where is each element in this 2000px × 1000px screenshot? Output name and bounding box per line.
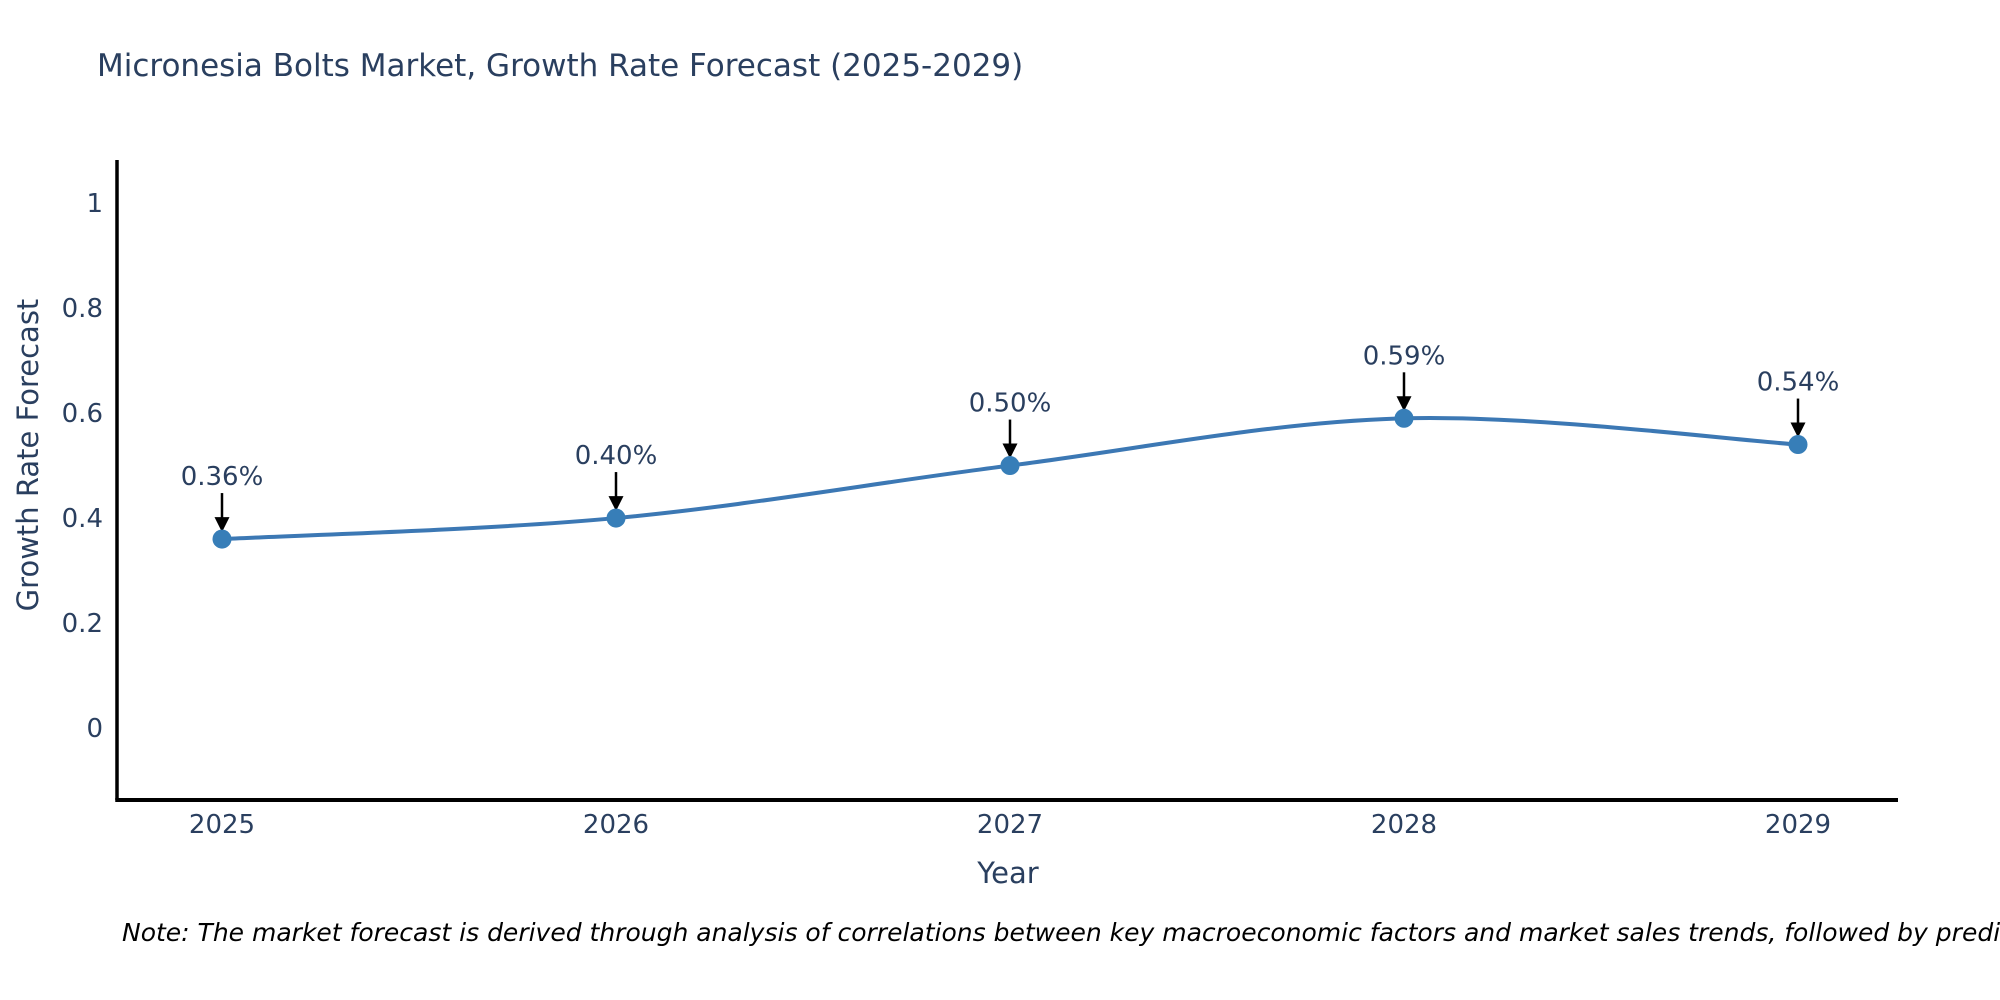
x-tick-label: 2025	[189, 810, 255, 840]
annotation-arrowhead-icon	[1002, 443, 1018, 459]
y-tick-label: 0.4	[62, 504, 103, 534]
x-tick-label: 2028	[1371, 810, 1437, 840]
y-tick-label: 1	[86, 189, 103, 219]
data-point-marker	[1000, 456, 1020, 476]
x-axis-title: Year	[977, 856, 1039, 890]
y-tick-label: 0.8	[62, 294, 103, 324]
annotation-arrowhead-icon	[1396, 396, 1412, 412]
data-point-value-label: 0.40%	[575, 441, 658, 471]
data-point-value-label: 0.50%	[969, 389, 1052, 419]
data-point-value-label: 0.59%	[1363, 341, 1446, 371]
footnote: Note: The market forecast is derived thr…	[122, 918, 2000, 947]
data-point-marker	[606, 508, 626, 528]
y-axis-ticks: 1 0.8 0.6 0.4 0.2 0	[62, 189, 103, 744]
annotation-arrowhead-icon	[608, 496, 624, 512]
data-point-value-label: 0.54%	[1757, 368, 1840, 398]
y-axis-title: Growth Rate Forecast	[11, 298, 45, 612]
y-tick-label: 0	[86, 714, 103, 744]
data-point-marker	[1394, 408, 1414, 428]
annotations: 0.36% 0.40% 0.50% 0.59% 0.54%	[181, 341, 1840, 533]
x-axis-ticks: 2025 2026 2027 2028 2029	[189, 810, 1831, 840]
data-point-marker	[1788, 435, 1808, 455]
x-tick-label: 2027	[977, 810, 1043, 840]
x-tick-label: 2029	[1765, 810, 1831, 840]
y-tick-label: 0.6	[62, 399, 103, 429]
annotation-arrowhead-icon	[214, 517, 230, 533]
annotation-arrowhead-icon	[1790, 422, 1806, 438]
y-tick-label: 0.2	[62, 609, 103, 639]
data-point-marker	[212, 529, 232, 549]
data-point-value-label: 0.36%	[181, 462, 264, 492]
x-tick-label: 2026	[583, 810, 649, 840]
chart-title: Micronesia Bolts Market, Growth Rate For…	[97, 48, 1024, 84]
